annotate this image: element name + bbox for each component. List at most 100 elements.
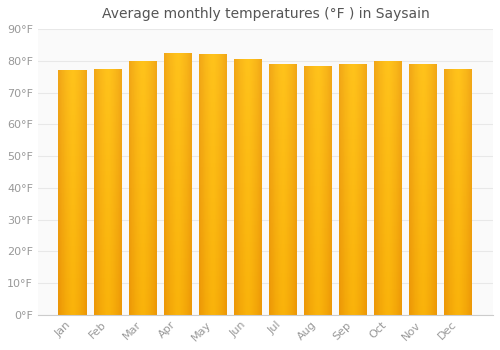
Bar	[408, 235, 438, 239]
Bar	[268, 310, 298, 315]
Bar	[408, 77, 438, 81]
Bar	[128, 310, 157, 315]
Bar	[58, 75, 87, 78]
Bar	[408, 131, 438, 135]
Bar	[94, 134, 122, 139]
Bar	[128, 128, 157, 133]
Bar	[338, 164, 368, 168]
Bar	[164, 92, 192, 97]
Bar	[128, 107, 157, 112]
Bar	[58, 144, 87, 148]
Bar	[408, 260, 438, 265]
Bar	[94, 106, 122, 110]
Bar	[444, 110, 472, 114]
Bar	[164, 132, 192, 136]
Bar	[268, 294, 298, 298]
Bar	[408, 177, 438, 181]
Bar	[128, 69, 157, 73]
Bar	[128, 103, 157, 107]
Bar	[58, 205, 87, 209]
Bar	[338, 302, 368, 306]
Bar	[408, 127, 438, 131]
Bar	[234, 302, 262, 306]
Bar	[164, 223, 192, 228]
Bar	[198, 154, 228, 159]
Bar	[234, 221, 262, 225]
Bar	[444, 142, 472, 147]
Bar	[94, 167, 122, 171]
Bar	[374, 133, 402, 137]
Bar	[338, 148, 368, 152]
Bar	[94, 102, 122, 106]
Bar	[408, 122, 438, 127]
Bar	[374, 141, 402, 146]
Bar	[304, 261, 332, 265]
Bar	[198, 310, 228, 315]
Bar	[164, 166, 192, 171]
Bar	[444, 147, 472, 151]
Bar	[94, 225, 122, 229]
Bar	[94, 122, 122, 126]
Bar	[234, 247, 262, 251]
Bar	[234, 76, 262, 80]
Bar	[58, 156, 87, 160]
Bar	[234, 234, 262, 238]
Bar	[198, 63, 228, 68]
Bar	[374, 179, 402, 183]
Bar	[338, 198, 368, 202]
Bar	[444, 171, 472, 175]
Bar	[374, 188, 402, 192]
Bar	[198, 285, 228, 289]
Bar	[304, 107, 332, 111]
Bar	[58, 115, 87, 119]
Bar	[94, 204, 122, 208]
Bar	[128, 120, 157, 124]
Bar	[338, 131, 368, 135]
Bar	[164, 123, 192, 127]
Bar	[58, 107, 87, 111]
Bar	[408, 185, 438, 189]
Bar	[234, 127, 262, 132]
Bar	[58, 180, 87, 184]
Bar	[374, 128, 402, 133]
Bar	[304, 286, 332, 290]
Bar	[374, 298, 402, 302]
Bar	[94, 229, 122, 233]
Bar	[304, 91, 332, 95]
Bar	[338, 93, 368, 97]
Bar	[338, 310, 368, 315]
Bar	[304, 215, 332, 219]
Bar	[94, 208, 122, 212]
Bar	[94, 237, 122, 241]
Bar	[268, 286, 298, 290]
Bar	[374, 107, 402, 112]
Bar	[58, 201, 87, 205]
Bar	[338, 223, 368, 227]
Bar	[444, 204, 472, 208]
Bar	[444, 200, 472, 204]
Bar	[128, 217, 157, 222]
Bar	[408, 189, 438, 194]
Bar	[444, 237, 472, 241]
Bar	[374, 146, 402, 150]
Bar	[408, 223, 438, 227]
Bar	[198, 120, 228, 124]
Bar	[58, 148, 87, 152]
Bar	[304, 94, 332, 99]
Bar	[164, 83, 192, 88]
Bar	[338, 260, 368, 265]
Bar	[164, 271, 192, 275]
Bar	[198, 184, 228, 189]
Bar	[374, 289, 402, 294]
Bar	[198, 237, 228, 241]
Bar	[128, 146, 157, 150]
Bar	[234, 140, 262, 145]
Bar	[338, 202, 368, 206]
Bar	[234, 285, 262, 289]
Bar	[408, 273, 438, 277]
Bar	[234, 196, 262, 200]
Bar	[234, 123, 262, 127]
Bar	[408, 219, 438, 223]
Bar	[268, 235, 298, 239]
Bar	[304, 99, 332, 103]
